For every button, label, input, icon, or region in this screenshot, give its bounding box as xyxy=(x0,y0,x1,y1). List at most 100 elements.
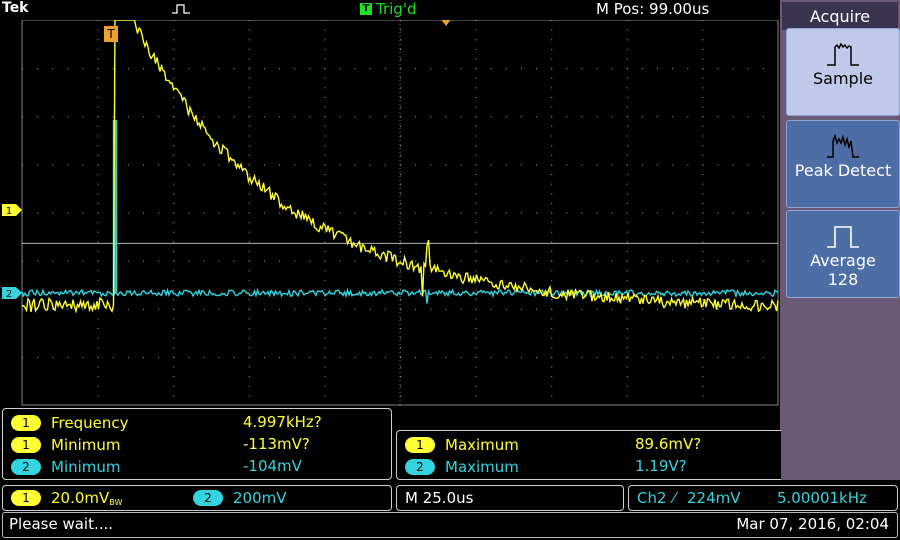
grid-dot xyxy=(67,212,69,214)
grid-dot xyxy=(566,68,568,70)
grid-dot xyxy=(657,308,659,310)
grid-dot xyxy=(324,279,326,281)
grid-dot xyxy=(97,270,99,272)
grid-dot xyxy=(279,308,281,310)
measurement-panel-right[interactable]: 1 Maximum 89.6mV? 2 Maximum 1.19V? xyxy=(396,430,781,480)
grid-dot xyxy=(475,145,477,147)
grid-dot xyxy=(97,106,99,108)
grid-dot xyxy=(384,212,386,214)
grid-dot xyxy=(248,20,250,21)
grid-dot xyxy=(536,308,538,310)
grid-dot xyxy=(596,68,598,70)
grid-dot xyxy=(702,183,704,185)
grid-dot xyxy=(551,193,553,195)
grid-dot xyxy=(324,154,326,156)
grid-dot xyxy=(37,68,39,70)
trigger-box[interactable]: Ch2 ⁄ 224mV 5.00001kHz xyxy=(628,485,898,511)
grid-dot xyxy=(294,308,296,310)
trigger-time-marker[interactable]: T xyxy=(104,26,118,42)
grid-dot xyxy=(97,97,99,98)
grid-dot xyxy=(173,135,175,137)
scope-screen: T 1 2 xyxy=(2,18,779,406)
grid-dot xyxy=(263,308,265,310)
grid-dot xyxy=(158,212,160,214)
grid-dot xyxy=(702,48,704,50)
grid-dot xyxy=(460,68,462,70)
grid-dot xyxy=(339,68,341,70)
grid-dot xyxy=(641,116,643,118)
grid-dot xyxy=(309,68,311,70)
grid-dot xyxy=(354,212,356,214)
grid-dot xyxy=(142,68,144,70)
timebase-box[interactable]: M 25.0us xyxy=(396,485,624,511)
ch2-ground-marker[interactable]: 2 xyxy=(2,287,22,300)
ch2-scale-row[interactable]: 2 200mV xyxy=(193,488,287,508)
position-marker-icon[interactable] xyxy=(440,18,452,26)
peak-detect-button[interactable]: Peak Detect xyxy=(786,120,900,208)
grid-dot xyxy=(505,356,507,358)
grid-dot xyxy=(384,308,386,310)
grid-dot xyxy=(188,164,190,166)
grid-dot xyxy=(112,68,114,70)
grid-dot xyxy=(581,68,583,70)
grid-dot xyxy=(324,299,326,301)
grid-dot xyxy=(430,212,432,214)
grid-dot xyxy=(611,164,613,166)
grid-dot xyxy=(82,164,84,166)
grid-dot xyxy=(324,260,326,262)
grid-dot xyxy=(536,260,538,262)
grid-dot xyxy=(702,395,704,397)
measurement-panel-left[interactable]: 1 Frequency 4.997kHz? 1 Minimum -113mV? … xyxy=(2,408,392,480)
grid-dot xyxy=(52,116,54,118)
grid-dot xyxy=(687,164,689,166)
trigger-level: 224mV xyxy=(687,489,741,507)
grid-dot xyxy=(52,356,54,358)
grid-dot xyxy=(294,68,296,70)
grid-dot xyxy=(551,308,553,310)
average-button[interactable]: Average 128 xyxy=(786,210,900,298)
grid-dot xyxy=(626,337,628,339)
grid-dot xyxy=(82,260,84,262)
grid-dot xyxy=(475,202,477,204)
graticule xyxy=(22,20,778,405)
grid-dot xyxy=(52,68,54,70)
grid-dot xyxy=(657,260,659,262)
grid-dot xyxy=(702,193,704,195)
grid-dot xyxy=(142,212,144,214)
grid-dot xyxy=(702,58,704,60)
grid-dot xyxy=(400,125,401,127)
peak-detect-icon xyxy=(827,133,859,158)
channel-scale-box[interactable]: 1 20.0mV BW 2 200mV xyxy=(2,485,392,511)
grid-dot xyxy=(475,87,477,89)
grid-dot xyxy=(626,183,628,185)
grid-dot xyxy=(400,87,401,89)
grid-dot xyxy=(702,106,704,108)
sample-button[interactable]: Sample xyxy=(786,28,900,116)
ch1-scale-row[interactable]: 1 20.0mV BW xyxy=(11,488,122,508)
grid-dot xyxy=(505,308,507,310)
grid-dot xyxy=(97,328,99,329)
grid-dot xyxy=(97,251,99,252)
grid-dot xyxy=(702,125,704,127)
grid-dot xyxy=(702,385,704,387)
ch1-badge: 1 xyxy=(405,437,435,453)
grid-dot xyxy=(475,318,477,320)
grid-dot xyxy=(747,260,749,262)
grid-dot xyxy=(475,231,477,233)
grid-dot xyxy=(505,68,507,70)
grid-dot xyxy=(37,212,39,214)
grid-dot xyxy=(551,231,553,233)
grid-dot xyxy=(702,145,704,147)
peak-detect-label: Peak Detect xyxy=(794,161,892,180)
grid-dot xyxy=(551,299,553,301)
grid-dot xyxy=(626,308,628,310)
grid-dot xyxy=(127,308,129,310)
grid-dot xyxy=(475,328,477,329)
ch1-ground-marker[interactable]: 1 xyxy=(2,204,22,217)
grid-dot xyxy=(702,279,704,281)
grid-dot xyxy=(324,68,326,70)
grid-dot xyxy=(173,125,175,127)
grid-dot xyxy=(702,39,704,41)
trigger-frequency: 5.00001kHz xyxy=(777,489,867,507)
grid-dot xyxy=(717,116,719,118)
